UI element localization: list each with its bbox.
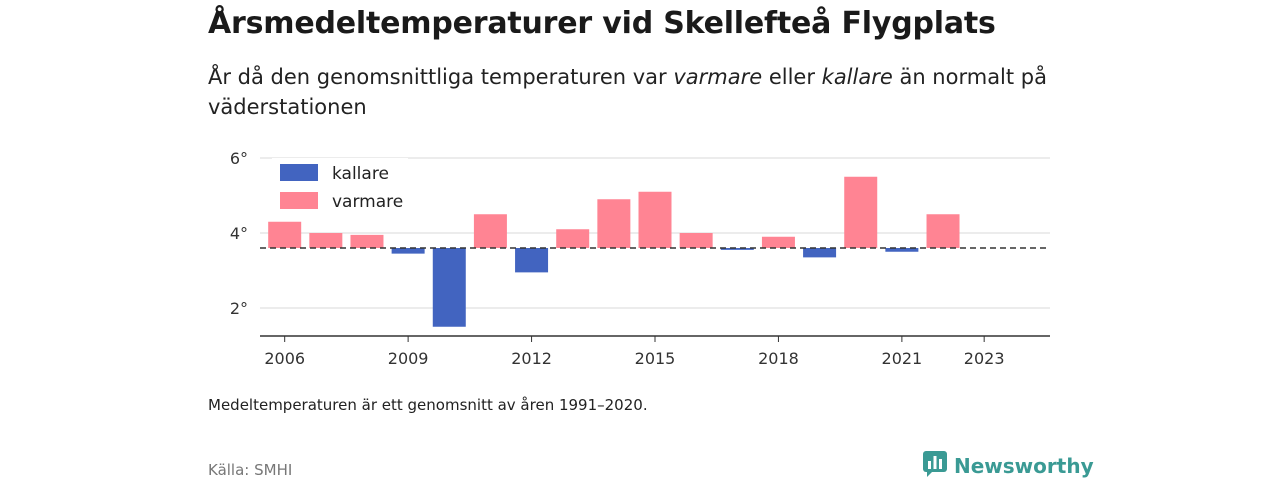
bar-2011	[473, 214, 507, 248]
bar-2022	[926, 214, 960, 248]
bar-2019	[803, 248, 837, 258]
subtitle-part3: än normalt på väderstationen	[208, 65, 1047, 119]
y-tick-label: 6°	[230, 149, 248, 168]
bar-2021	[885, 248, 919, 252]
bar-2013	[556, 229, 590, 248]
x-tick-label: 2006	[264, 349, 305, 368]
bar-2012	[515, 248, 549, 273]
footnote: Medeltemperaturen är ett genomsnitt av å…	[208, 396, 648, 414]
subtitle-warmer: varmare	[673, 65, 763, 89]
source-label: Källa: SMHI	[208, 461, 293, 479]
legend-label-kallare: kallare	[332, 164, 389, 184]
bar-2018	[761, 236, 795, 248]
y-tick-label: 2°	[230, 299, 248, 318]
bar-2015	[638, 191, 672, 248]
bar-2006	[268, 221, 302, 248]
newsworthy-brand-name: Newsworthy	[954, 454, 1094, 478]
legend-swatch-varmare	[280, 192, 318, 209]
x-tick-label: 2021	[882, 349, 923, 368]
x-tick-label: 2018	[758, 349, 799, 368]
bar-2008	[350, 234, 384, 248]
x-tick-label: 2012	[511, 349, 552, 368]
chart-title: Årsmedeltemperaturer vid Skellefteå Flyg…	[208, 6, 996, 41]
legend-swatch-kallare	[280, 164, 318, 181]
bar-2020	[844, 176, 878, 248]
bar-2010	[432, 248, 466, 327]
x-tick-label: 2009	[388, 349, 429, 368]
bar-2017	[720, 248, 754, 250]
bar-2016	[679, 233, 713, 248]
legend-label-varmare: varmare	[332, 192, 403, 212]
x-tick-label: 2023	[964, 349, 1005, 368]
newsworthy-brand: Newsworthy	[922, 450, 1094, 482]
subtitle-colder: kallare	[821, 65, 893, 89]
bar-2014	[597, 199, 631, 248]
chart-subtitle: År då den genomsnittliga temperaturen va…	[208, 62, 1088, 122]
subtitle-part2: eller	[762, 65, 822, 89]
y-tick-label: 4°	[230, 224, 248, 243]
bar-2009	[391, 248, 425, 254]
x-tick-label: 2015	[635, 349, 676, 368]
subtitle-part1: År då den genomsnittliga temperaturen va…	[208, 65, 674, 89]
bar-2007	[309, 233, 343, 248]
newsworthy-logo-icon	[922, 450, 948, 482]
